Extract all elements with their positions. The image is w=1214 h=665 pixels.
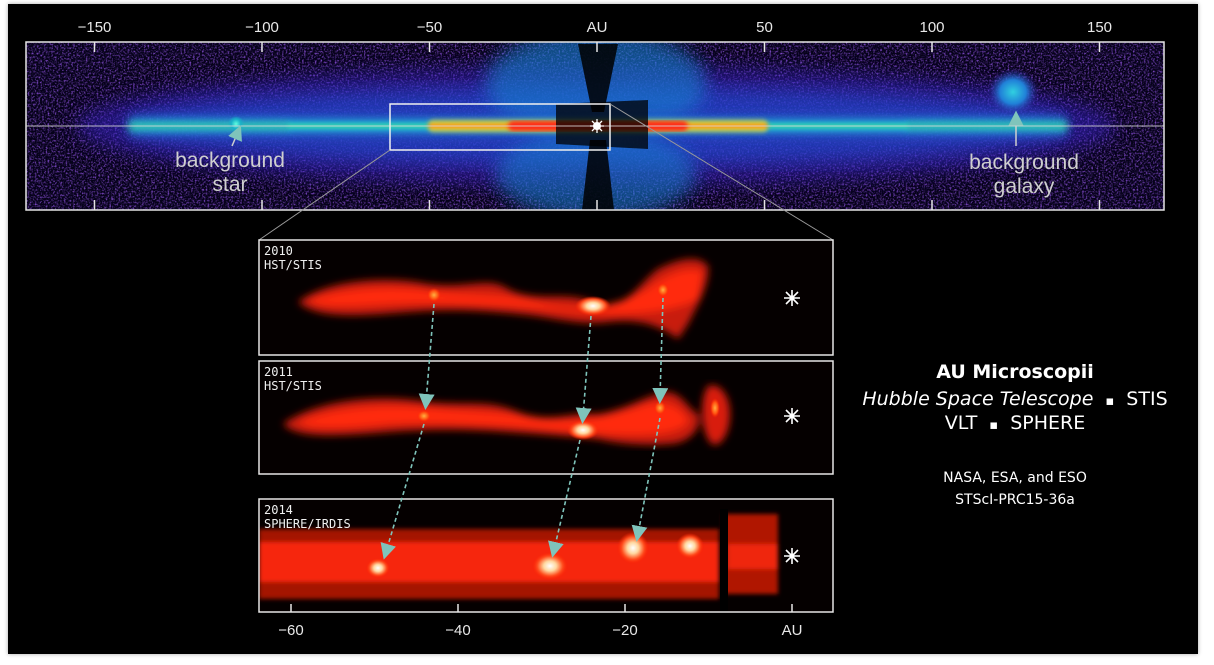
bottom-axis-tick-label: −40	[445, 622, 470, 639]
panel-2010-border	[258, 239, 834, 356]
bottom-axis: −60 −40 −20 AU	[278, 604, 802, 639]
image-frame: −150 −100 −50 AU 50 100 150 background star ba…	[8, 4, 1198, 654]
zoom-box	[389, 103, 611, 151]
panel-2011-instrument: HST/STIS	[264, 379, 322, 393]
arrow-icon	[380, 423, 425, 560]
observatory-name: VLT	[945, 412, 978, 434]
panel-2011-border	[258, 360, 834, 475]
panel-2010-year: 2010	[264, 244, 293, 258]
zoom-connector-right	[609, 103, 834, 241]
panel-2014: 2014 SPHERE/IRDIS	[258, 498, 834, 613]
credit-line-1: Hubble Space Telescope ▪ STIS	[862, 388, 1167, 410]
panel-2014-year: 2014	[264, 503, 293, 517]
panel-2010: 2010 HST/STIS	[258, 239, 834, 356]
top-axis-tick-label: 150	[1087, 19, 1112, 36]
top-axis-tick-label: −100	[245, 19, 279, 36]
credit-release-id: STScI-PRC15-36a	[955, 492, 1075, 508]
instrument-name: STIS	[1126, 388, 1167, 410]
top-axis-tick-label: −50	[417, 19, 442, 36]
background-star-label-line2: star	[212, 173, 247, 196]
au-mic-figure: −150 −100 −50 AU 50 100 150 background star ba…	[25, 19, 1168, 639]
background-galaxy-label-line1: background	[969, 151, 1079, 174]
central-star	[590, 119, 604, 133]
star-marker-icon	[784, 408, 800, 424]
instrument-name-2: SPHERE	[1010, 412, 1085, 434]
arrow-icon	[631, 417, 661, 542]
panel-2014-border	[258, 498, 834, 613]
panel-2010-instrument: HST/STIS	[264, 258, 322, 272]
arrow-icon	[548, 439, 581, 558]
top-axis-tick-label: AU	[587, 19, 608, 36]
panel-2011: 2011 HST/STIS	[258, 360, 834, 475]
arrow-icon	[575, 315, 592, 424]
background-star-annotation: background star	[175, 125, 285, 196]
credit-agencies: NASA, ESA, and ESO	[943, 470, 1087, 486]
panel-2011-year: 2011	[264, 365, 293, 379]
separator-bullet: ▪	[1105, 394, 1114, 409]
background-star-label-line1: background	[175, 149, 285, 172]
background-galaxy-label-line2: galaxy	[994, 175, 1055, 198]
star-marker-icon	[784, 290, 800, 306]
feature-arrows	[380, 297, 669, 560]
star-marker-icon	[784, 548, 800, 564]
credits-block: AU Microscopii Hubble Space Telescope ▪ …	[862, 361, 1167, 508]
panel-2014-instrument: SPHERE/IRDIS	[264, 517, 351, 531]
arrow-icon	[418, 303, 435, 410]
top-axis-tick-label: 100	[919, 19, 944, 36]
credit-title: AU Microscopii	[936, 361, 1094, 383]
separator-bullet: ▪	[989, 418, 998, 433]
zoom-connector-left	[258, 149, 391, 241]
background-galaxy-annotation: background galaxy	[969, 110, 1079, 198]
telescope-name: Hubble Space Telescope	[862, 388, 1093, 410]
bottom-axis-tick-label: −20	[612, 622, 637, 639]
top-axis-tick-label: −150	[78, 19, 112, 36]
credit-line-2: VLT ▪ SPHERE	[945, 412, 1086, 434]
top-axis-tick-label: 50	[756, 19, 773, 36]
top-axis: −150 −100 −50 AU 50 100 150	[78, 19, 1112, 210]
bottom-axis-tick-label: −60	[278, 622, 303, 639]
bottom-axis-tick-label: AU	[782, 622, 803, 639]
arrow-icon	[652, 297, 669, 404]
